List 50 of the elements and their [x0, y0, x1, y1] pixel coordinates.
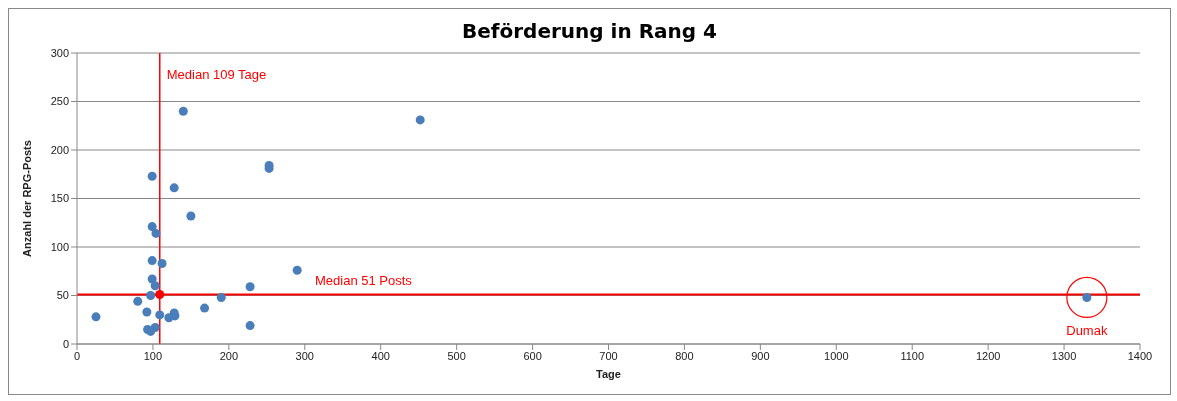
- point: [415, 115, 425, 125]
- chart-title: Beförderung in Rang 4: [462, 19, 717, 43]
- point: [245, 321, 255, 331]
- point: [150, 323, 160, 333]
- point: [91, 312, 101, 322]
- y-tick-label: 100: [50, 240, 69, 253]
- point: [155, 310, 165, 320]
- x-tick-label: 1300: [1051, 349, 1077, 362]
- point: [151, 228, 161, 238]
- x-tick-label: 600: [523, 349, 542, 362]
- x-tick-label: 500: [447, 349, 466, 362]
- point: [200, 303, 210, 313]
- x-tick-label: 200: [219, 349, 239, 362]
- point: [150, 281, 160, 291]
- point: [146, 290, 156, 301]
- y-tick-label: 0: [62, 337, 69, 350]
- point: [245, 282, 255, 292]
- point: [186, 211, 196, 221]
- point: [147, 256, 157, 266]
- x-tick-label: 700: [599, 349, 618, 362]
- x-tick-label: 400: [371, 349, 390, 362]
- x-tick-label: 1400: [1127, 349, 1153, 362]
- annotation: Dumak: [1066, 323, 1108, 339]
- point: [169, 183, 179, 193]
- x-tick-label: 800: [675, 349, 694, 362]
- y-tick-label: 200: [50, 143, 69, 156]
- x-tick-label: 1100: [900, 349, 925, 362]
- y-tick-label: 150: [50, 192, 69, 205]
- x-tick-label: 1200: [975, 349, 1001, 362]
- x-tick-label: 300: [295, 349, 314, 362]
- point: [178, 106, 188, 116]
- point: [216, 292, 226, 302]
- point: [147, 222, 157, 232]
- point: [155, 290, 165, 300]
- x-tick-label: 0: [73, 349, 81, 362]
- x-tick-label: 100: [143, 349, 163, 362]
- point: [157, 258, 167, 268]
- y-axis-title: Anzahl der RPG-Posts: [20, 140, 33, 257]
- point: [142, 307, 152, 317]
- y-tick-label: 50: [56, 289, 69, 302]
- x-tick-label: 1000: [824, 349, 849, 362]
- ref-line-label: Median 51 Posts: [315, 272, 413, 288]
- point: [292, 265, 302, 275]
- x-tick-label: 900: [751, 349, 770, 362]
- y-tick-label: 300: [50, 46, 69, 59]
- point: [147, 171, 157, 181]
- ref-line-label: Median 109 Tage: [166, 67, 267, 82]
- y-tick-label: 250: [50, 95, 69, 108]
- x-axis-title: Tage: [596, 368, 621, 380]
- point: [133, 296, 143, 306]
